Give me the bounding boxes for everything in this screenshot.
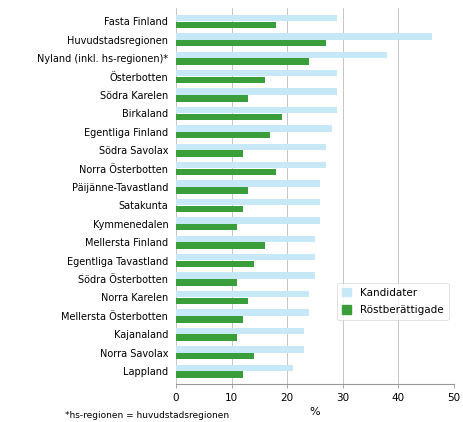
Bar: [176, 40, 326, 46]
Bar: [176, 95, 248, 102]
Bar: [176, 162, 326, 168]
Bar: [176, 261, 254, 267]
Bar: [176, 132, 270, 138]
Bar: [176, 51, 387, 58]
Bar: [176, 107, 337, 113]
Bar: [176, 309, 309, 316]
Legend: Kandidater, Röstberättigade: Kandidater, Röstberättigade: [337, 283, 449, 320]
Bar: [176, 298, 248, 304]
Bar: [176, 77, 265, 83]
Bar: [176, 327, 304, 334]
Bar: [176, 206, 243, 212]
Bar: [176, 353, 254, 360]
Bar: [176, 150, 243, 157]
Bar: [176, 169, 276, 175]
Text: *hs-regionen = huvudstadsregionen: *hs-regionen = huvudstadsregionen: [65, 411, 229, 420]
Bar: [176, 70, 337, 76]
Bar: [176, 15, 337, 21]
Bar: [176, 335, 237, 341]
Bar: [176, 180, 320, 187]
X-axis label: %: %: [310, 406, 320, 417]
Bar: [176, 273, 315, 279]
Bar: [176, 224, 237, 230]
Bar: [176, 254, 315, 260]
Bar: [176, 58, 309, 65]
Bar: [176, 371, 243, 378]
Bar: [176, 235, 315, 242]
Bar: [176, 316, 243, 322]
Bar: [176, 187, 248, 194]
Bar: [176, 217, 320, 224]
Bar: [176, 33, 432, 40]
Bar: [176, 243, 265, 249]
Bar: [176, 143, 326, 150]
Bar: [176, 125, 332, 132]
Bar: [176, 365, 293, 371]
Bar: [176, 199, 320, 205]
Bar: [176, 114, 282, 120]
Bar: [176, 279, 237, 286]
Bar: [176, 346, 304, 352]
Bar: [176, 291, 309, 298]
Bar: [176, 88, 337, 95]
Bar: [176, 22, 276, 28]
